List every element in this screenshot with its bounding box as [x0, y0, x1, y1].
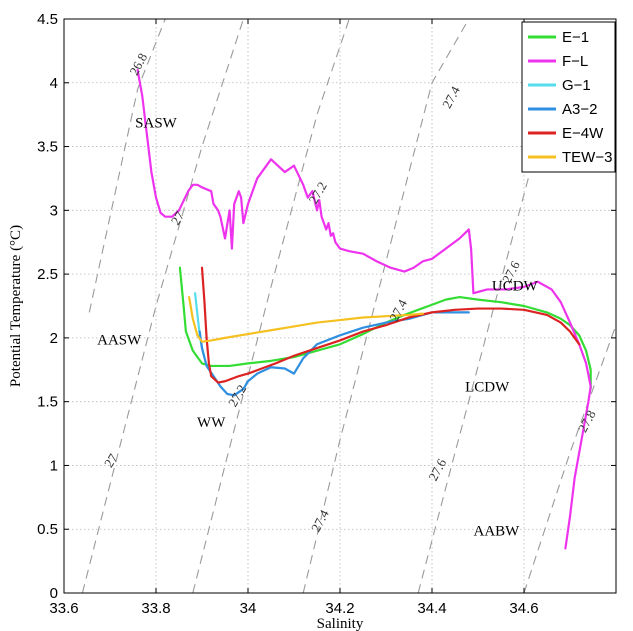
legend-box [521, 21, 616, 173]
legend-label-e-4w: E−4W [562, 125, 604, 142]
x-tick-label: 34.4 [417, 600, 446, 617]
x-tick-label: 33.8 [141, 600, 170, 617]
series-line-a3-2 [198, 311, 470, 397]
y-tick-label: 0.5 [37, 521, 58, 538]
x-axis-label: Salinity [317, 616, 364, 631]
series-line-tew-3 [188, 295, 424, 343]
x-tick-label: 34 [240, 600, 257, 617]
contour-label: 27.8 [575, 408, 599, 435]
y-tick-label: 3.5 [37, 139, 58, 156]
legend-label-f-l: F−L [562, 53, 588, 70]
density-contour-27-2 [192, 19, 350, 593]
y-tick-label: 1 [50, 457, 58, 474]
water-mass-label-aabw: AABW [473, 524, 520, 540]
density-contour-27-8 [523, 324, 616, 593]
water-mass-label-ww: WW [197, 415, 226, 431]
legend-label-a3-2: A3−2 [562, 101, 597, 118]
legend: E−1 F−L G−1 A3−2 E−4W TEW−3 [521, 21, 616, 173]
contour-label: 27 [168, 208, 188, 227]
y-axis-label: Potential Temperature (°C) [8, 225, 24, 387]
y-tick-label: 4.5 [37, 11, 58, 28]
series-line-f-l [136, 68, 592, 550]
y-tick-label: 2.5 [37, 266, 58, 283]
x-tick-label: 34.6 [509, 600, 538, 617]
water-mass-labels: SASW AASW WW UCDW LCDW AABW [97, 115, 538, 539]
density-contour-26-8 [88, 19, 193, 313]
y-tick-label: 0 [50, 585, 58, 602]
contour-label: 27.6 [425, 456, 449, 484]
density-contour-27-6 [417, 108, 548, 593]
y-tick-label: 3 [50, 202, 58, 219]
series-line-e-4w [200, 266, 581, 384]
x-tick-label: 34.2 [325, 600, 354, 617]
density-contours [81, 19, 616, 593]
water-mass-label-aasw: AASW [97, 332, 142, 348]
density-contour-27 [81, 19, 244, 593]
legend-label-tew-3: TEW−3 [562, 149, 612, 166]
water-mass-label-ucdw: UCDW [492, 279, 539, 295]
legend-label-g-1: G−1 [562, 77, 591, 94]
contour-label: 27.4 [439, 83, 463, 111]
data-series [136, 68, 592, 550]
y-tick-label: 4 [50, 75, 58, 92]
contour-label: 27.2 [306, 179, 330, 206]
water-mass-label-sasw: SASW [135, 115, 178, 131]
axis-ticks: 33.6 33.8 34 34.2 34.4 34.6 0 0.5 1 1.5 2 2.5 3 3.5 4 4… [37, 11, 616, 617]
y-tick-label: 1.5 [37, 394, 58, 411]
x-tick-label: 33.6 [49, 600, 78, 617]
contour-label: 27.4 [308, 507, 332, 535]
water-mass-label-lcdw: LCDW [465, 379, 510, 395]
legend-label-e-1: E−1 [562, 29, 589, 46]
contour-label: 26.8 [126, 51, 150, 78]
y-tick-label: 2 [50, 330, 58, 347]
